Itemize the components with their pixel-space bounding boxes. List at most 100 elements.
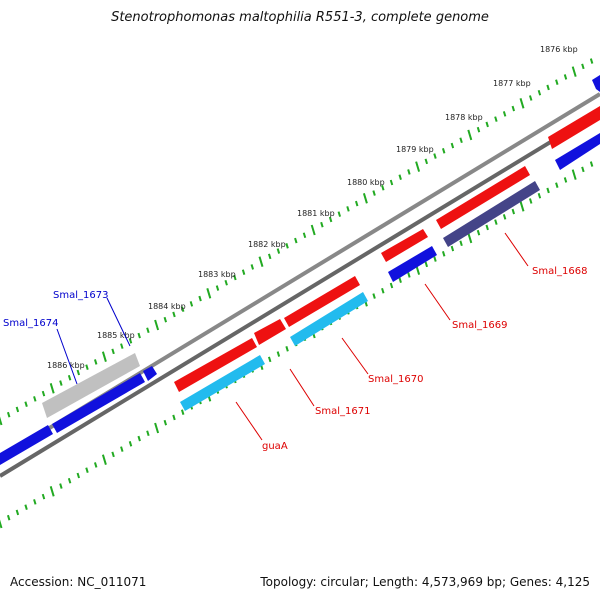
tick-mark — [146, 430, 150, 437]
gene-reverse-3[interactable] — [388, 246, 437, 282]
tick-mark — [581, 63, 585, 70]
tick-mark — [328, 216, 333, 223]
gene-reverse-4[interactable] — [52, 373, 145, 433]
tick-mark — [276, 248, 281, 254]
gene-label[interactable]: guaA — [262, 441, 288, 452]
tick-mark — [433, 153, 437, 159]
tick-mark — [467, 232, 473, 244]
gene-label[interactable]: Smal_1674 — [3, 318, 58, 329]
tick-mark — [441, 148, 446, 154]
gene-reverse-1[interactable] — [555, 133, 600, 170]
tick-mark — [241, 269, 246, 275]
tick-mark — [41, 493, 46, 500]
gene-forward-1[interactable] — [548, 106, 600, 149]
tick-mark — [555, 79, 559, 85]
tick-mark — [41, 390, 46, 397]
gene-reverse-5[interactable] — [0, 425, 53, 465]
kbp-label: 1881 kbp — [297, 209, 335, 218]
tick-mark — [519, 98, 525, 109]
tick-mark — [0, 416, 3, 426]
tick-mark — [563, 177, 568, 183]
tick-mark — [476, 229, 481, 236]
tick-mark — [154, 319, 160, 331]
gene-forward-2[interactable] — [436, 166, 530, 229]
gene-label[interactable]: Smal_1670 — [368, 374, 423, 385]
tick-mark — [389, 179, 394, 186]
genome-summary-text: Topology: circular; Length: 4,573,969 bp… — [260, 575, 590, 589]
tick-mark — [415, 161, 421, 172]
label-connectors — [56, 232, 529, 441]
gene-reverse-6[interactable] — [143, 366, 157, 381]
tick-mark — [285, 346, 289, 352]
tick-mark — [267, 356, 272, 363]
kbp-label: 1885 kbp — [97, 331, 135, 340]
tick-mark — [571, 169, 577, 180]
tick-mark — [111, 348, 115, 355]
tick-mark — [93, 462, 98, 468]
tick-mark — [111, 451, 115, 458]
tick-mark — [6, 411, 11, 418]
tick-mark — [294, 237, 298, 244]
tick-mark — [172, 414, 176, 421]
kbp-label: 1880 kbp — [347, 178, 385, 187]
gene-label[interactable]: Smal_1668 — [532, 266, 587, 277]
tick-mark — [589, 161, 594, 167]
gene-forward-5[interactable] — [254, 319, 286, 345]
tick-mark — [76, 472, 81, 479]
tick-mark — [381, 184, 385, 191]
tick-mark — [285, 243, 289, 249]
gene-reverse-7[interactable] — [592, 75, 600, 92]
tick-mark — [24, 401, 28, 407]
tick-mark — [563, 74, 568, 80]
gene-label[interactable]: Smal_1669 — [452, 320, 507, 331]
tick-mark — [233, 274, 237, 281]
tick-mark — [372, 293, 376, 299]
kbp-label: 1883 kbp — [198, 270, 236, 279]
gene-forward-3[interactable] — [381, 229, 428, 262]
tick-mark — [407, 169, 411, 175]
tick-mark — [459, 137, 463, 144]
tick-mark — [441, 251, 446, 257]
tick-mark — [33, 499, 37, 505]
gene-forward-4[interactable] — [284, 276, 360, 327]
gene-labels: Smal_1668 Smal_1669 Smal_1670 Smal_1671 … — [3, 266, 587, 452]
kbp-label: 1886 kbp — [47, 361, 85, 370]
gene-reverse-2[interactable] — [443, 181, 540, 247]
tick-mark — [189, 301, 194, 307]
tick-mark — [6, 514, 11, 521]
gene-label[interactable]: Smal_1673 — [53, 290, 108, 301]
tick-mark — [163, 316, 168, 323]
rna-forward-1[interactable] — [290, 292, 368, 346]
tick-mark — [389, 282, 394, 289]
gene-pseudo-1[interactable] — [42, 353, 140, 418]
tick-mark — [450, 142, 455, 149]
tick-mark — [398, 277, 402, 283]
tick-mark — [137, 435, 141, 442]
tick-mark — [354, 200, 359, 207]
gene-label[interactable]: Smal_1671 — [315, 406, 370, 417]
tick-mark — [224, 279, 228, 286]
tick-mark — [146, 327, 150, 334]
tick-mark — [59, 483, 63, 489]
tick-mark — [67, 374, 72, 381]
tick-mark — [424, 158, 429, 165]
tick-mark — [398, 174, 402, 180]
tick-mark — [154, 422, 160, 434]
tick-mark — [320, 221, 324, 228]
tick-mark — [180, 409, 185, 415]
tick-mark — [215, 285, 220, 291]
tick-mark — [76, 369, 81, 376]
tick-mark — [546, 84, 550, 91]
kbp-label: 1884 kbp — [148, 302, 186, 311]
rna-forward-2[interactable] — [180, 355, 265, 411]
gene-forward-6[interactable] — [174, 338, 257, 392]
tick-mark — [24, 504, 28, 510]
tick-mark — [450, 245, 455, 252]
tick-mark — [67, 477, 72, 484]
forward-features — [174, 106, 600, 392]
tick-mark — [494, 116, 498, 122]
kbp-label: 1879 kbp — [396, 145, 434, 154]
tick-mark — [49, 383, 55, 394]
tick-mark — [571, 66, 577, 77]
